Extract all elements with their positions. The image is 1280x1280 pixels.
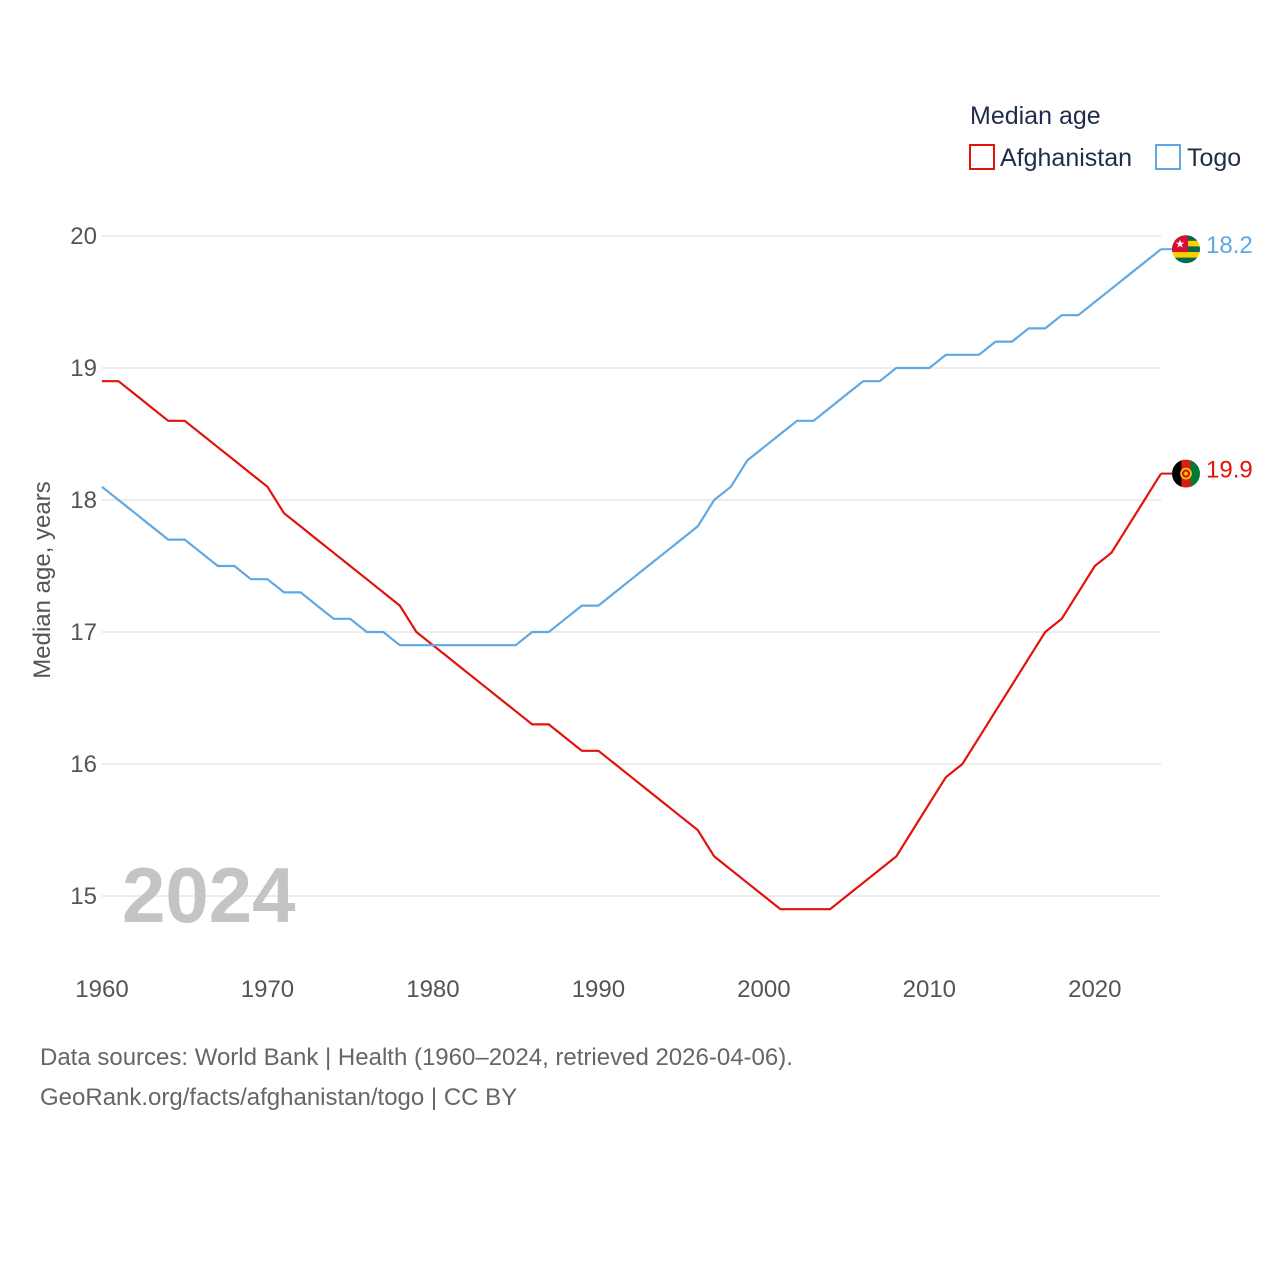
y-axis-label: Median age, years <box>29 481 56 678</box>
x-tick-label-2020: 2020 <box>1068 976 1121 1003</box>
series-line-togo <box>101 248 1162 647</box>
afghanistan-flag-icon <box>1172 459 1200 488</box>
legend-title: Median age <box>970 102 1101 130</box>
y-tick-label-17: 17 <box>70 619 97 646</box>
y-tick-label-19: 19 <box>70 355 97 382</box>
x-tick-label-2010: 2010 <box>903 976 956 1003</box>
y-tick-label-20: 20 <box>70 223 97 250</box>
grid <box>102 235 1161 897</box>
x-tick-label-1970: 1970 <box>241 976 294 1003</box>
legend-swatch-togo <box>1155 144 1181 170</box>
y-tick-label-15: 15 <box>70 883 97 910</box>
end-value-label-bottom: 19.9 <box>1206 457 1253 484</box>
x-tick-label-1960: 1960 <box>75 976 128 1003</box>
legend-item-afghanistan[interactable]: Afghanistan <box>969 144 1132 172</box>
x-tick-label-1990: 1990 <box>572 976 625 1003</box>
end-value-label-top: 18.2 <box>1206 232 1253 259</box>
x-axis: 1960 1970 1980 1990 2000 2010 2020 <box>75 976 1121 1003</box>
togo-flag-icon: ★ <box>1172 235 1200 264</box>
togo-flag-stripe <box>1172 252 1200 259</box>
series-line-afghanistan <box>102 380 1162 911</box>
togo-flag-star: ★ <box>1175 239 1185 251</box>
legend-label-afghanistan: Afghanistan <box>1000 144 1132 172</box>
togo-flag-stripe <box>1172 257 1200 264</box>
x-tick-label-1980: 1980 <box>406 976 459 1003</box>
afghanistan-flag-emblem-center <box>1184 471 1188 476</box>
end-markers: ★ 18.2 19.9 <box>1161 232 1253 488</box>
year-watermark: 2024 <box>122 851 296 939</box>
series <box>101 248 1162 911</box>
data-source-note: Data sources: World Bank | Health (1960–… <box>40 1044 793 1071</box>
x-tick-label-2000: 2000 <box>737 976 790 1003</box>
togo-flag-canton <box>1172 235 1189 252</box>
legend-swatch-afghanistan <box>969 144 995 170</box>
legend-label-togo: Togo <box>1187 144 1241 172</box>
afghanistan-flag-stripe <box>1190 459 1200 488</box>
y-tick-label-18: 18 <box>70 487 97 514</box>
y-axis: 15 16 17 18 19 20 <box>70 223 97 910</box>
afghanistan-flag-stripe <box>1172 459 1182 488</box>
legend-item-togo[interactable]: Togo <box>1155 144 1241 172</box>
y-tick-label-16: 16 <box>70 751 97 778</box>
license-link[interactable]: GeoRank.org/facts/afghanistan/togo | CC … <box>40 1084 518 1111</box>
afghanistan-flag-emblem <box>1180 467 1192 480</box>
